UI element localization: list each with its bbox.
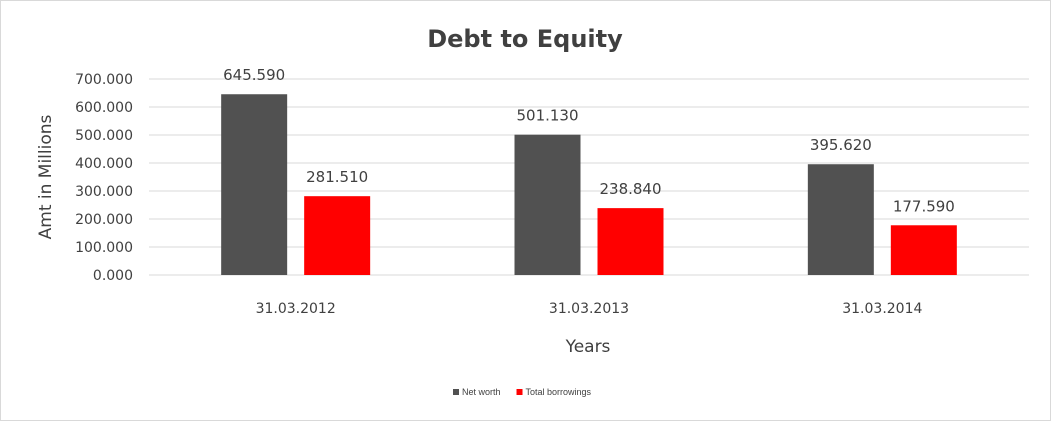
y-tick-label: 600.000	[75, 100, 133, 116]
bars	[221, 94, 957, 275]
bar-1-2	[890, 225, 957, 275]
y-tick-label: 0.000	[93, 268, 133, 284]
data-label: 501.130	[516, 107, 578, 125]
legend-swatch-0	[453, 389, 459, 395]
y-tick-label: 700.000	[75, 72, 133, 88]
y-tick-label: 100.000	[75, 240, 133, 256]
gridlines	[149, 78, 1029, 276]
bar-1-0	[304, 196, 371, 275]
x-tick-label: 31.03.2014	[842, 301, 922, 317]
chart-title: Debt to Equity	[427, 25, 623, 53]
legend-swatch-1	[516, 389, 523, 395]
y-tick-label: 500.000	[75, 128, 133, 144]
bar-0-0	[221, 94, 288, 275]
data-label: 281.510	[306, 168, 368, 186]
y-axis-title: Amt in Millions	[36, 114, 56, 239]
bar-0-1	[514, 134, 581, 275]
data-label: 645.590	[223, 66, 285, 84]
data-label: 238.840	[599, 180, 661, 198]
legend-label: Net worth	[462, 387, 501, 397]
y-tick-label: 200.000	[75, 212, 133, 228]
bar-0-2	[807, 164, 874, 275]
x-tick-label: 31.03.2012	[256, 301, 336, 317]
x-tick-label: 31.03.2013	[549, 301, 629, 317]
legend-label: Total borrowings	[526, 387, 592, 397]
y-tick-label: 400.000	[75, 156, 133, 172]
data-labels: 645.590 281.510 501.130 238.840 395.620 177.5…	[223, 66, 955, 215]
x-axis-ticks: 31.03.2012 31.03.2013 31.03.2014	[256, 301, 923, 317]
data-label: 395.620	[810, 136, 872, 154]
legend: Net worth Total borrowings	[453, 387, 592, 397]
bar-1-1	[597, 208, 664, 275]
y-axis-ticks: 0.000 100.000 200.000 300.000 400.000 500.000…	[75, 72, 133, 284]
x-axis-title: Years	[565, 337, 611, 357]
data-label: 177.590	[893, 197, 955, 215]
y-tick-label: 300.000	[75, 184, 133, 200]
